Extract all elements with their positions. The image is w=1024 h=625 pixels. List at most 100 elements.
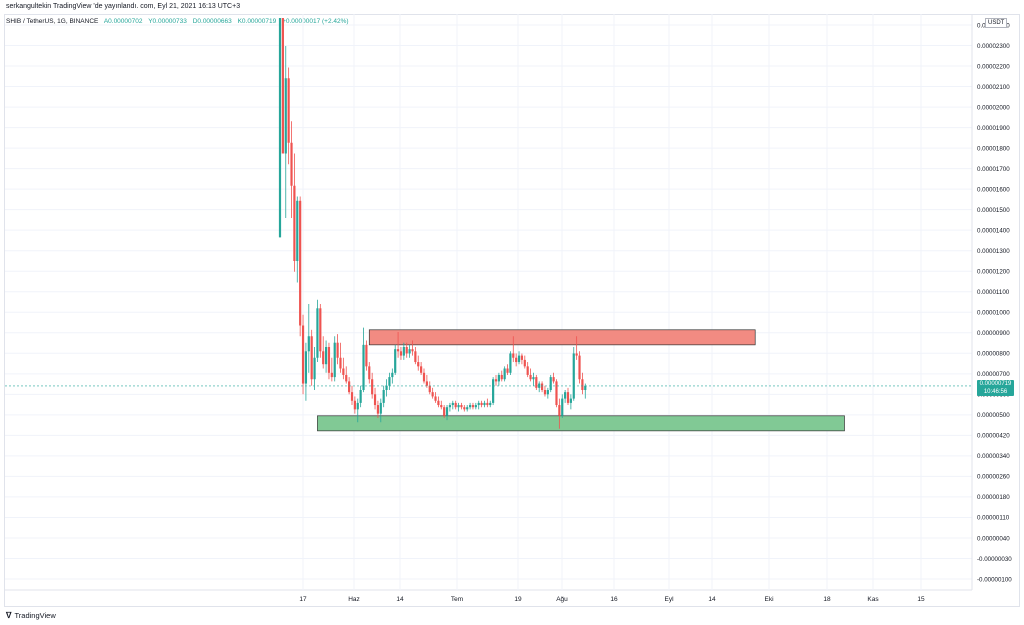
tradingview-logo[interactable]: ᐁ TradingView [6, 611, 56, 620]
candle [324, 340, 328, 373]
candle [293, 153, 296, 272]
close-value: K0.00000719 [237, 18, 277, 25]
candle [304, 342, 308, 401]
currency-label[interactable]: USDT [985, 18, 1008, 28]
candle-body [394, 349, 397, 373]
candle-body [304, 351, 308, 384]
chart-legend: SHIB / TetherUS, 1G, BINANCE A0.00000702… [6, 18, 353, 25]
candle [515, 353, 518, 367]
countdown-value: 10:46:56 [983, 389, 1008, 395]
candle-body [474, 405, 477, 408]
candle-body [411, 349, 414, 352]
candle-body [348, 381, 351, 393]
candle-body [408, 349, 411, 354]
candle [414, 347, 417, 365]
candle-body [307, 336, 310, 352]
time-tick-label: Eki [764, 596, 773, 603]
candle [520, 353, 524, 365]
price-tick-label: 0.00000180 [977, 494, 1010, 501]
time-tick-label: Kas [867, 596, 879, 603]
candle [486, 398, 489, 408]
candle [468, 402, 472, 410]
resistance-zone[interactable] [368, 329, 756, 346]
candle [463, 405, 466, 412]
candle-body [437, 400, 440, 406]
price-tick-label: 0.00000420 [977, 433, 1010, 440]
candle [483, 400, 486, 408]
support-zone[interactable] [317, 415, 845, 432]
grid-lines [5, 14, 972, 591]
price-axis[interactable]: 0.000024300.000023000.000022000.00002100… [971, 14, 1012, 590]
candle [345, 366, 348, 384]
candle [327, 342, 331, 380]
candle-body [440, 405, 443, 408]
candle-body [399, 351, 403, 356]
candle-body [353, 400, 356, 410]
candle-body [385, 385, 388, 390]
candle [561, 394, 564, 418]
candle [431, 387, 434, 399]
candle-body [376, 405, 380, 414]
candle-body [575, 353, 578, 356]
candle [316, 299, 319, 363]
candle [359, 385, 362, 408]
candle [385, 379, 388, 397]
candle [474, 402, 477, 410]
candle [451, 400, 454, 410]
price-tick-label: 0.00002000 [977, 104, 1010, 111]
candle [376, 400, 380, 418]
candle-body [327, 347, 331, 373]
zones[interactable] [317, 329, 845, 432]
candle [566, 387, 570, 406]
chart-frame [4, 14, 1020, 607]
candle [313, 347, 316, 390]
candle [454, 400, 457, 410]
candle [284, 46, 287, 218]
candle-body [388, 377, 391, 386]
candle-body [492, 379, 495, 403]
candle-body [310, 336, 313, 380]
candle-body [379, 402, 382, 414]
candle [434, 392, 437, 403]
candle [538, 381, 541, 393]
candle [477, 400, 480, 410]
candle-body [463, 407, 466, 410]
symbol-label[interactable]: SHIB / TetherUS, 1G, BINANCE [6, 18, 99, 25]
candle-body [420, 366, 423, 373]
candle [368, 362, 371, 384]
candle-body [322, 351, 325, 365]
candle [301, 314, 305, 395]
candle-body [350, 392, 354, 401]
price-tick-label: 0.00000040 [977, 535, 1010, 542]
candle-body [434, 396, 437, 401]
candle [322, 336, 325, 369]
candle [526, 362, 529, 378]
candle [420, 362, 423, 375]
time-tick-label: Tem [451, 596, 463, 603]
time-tick-label: 18 [823, 596, 831, 603]
time-tick-label: Eyl [664, 596, 674, 603]
candle-body [457, 405, 460, 408]
candle-body [523, 359, 526, 367]
candle [437, 396, 440, 408]
candle [512, 336, 515, 363]
candle [460, 402, 463, 410]
candle-body [564, 392, 567, 399]
publisher-text: serkangultekin TradingView 'de yayınland… [6, 3, 241, 10]
price-tick-label: 0.00000110 [977, 515, 1010, 522]
candle [356, 398, 359, 423]
candle [299, 196, 302, 337]
candle-body [451, 402, 454, 406]
price-tick-label: -0.00000030 [977, 556, 1012, 563]
price-tick-label: 0.00001000 [977, 310, 1010, 317]
candle-body [402, 347, 405, 356]
candle-body [396, 349, 400, 352]
candle-body [324, 347, 328, 365]
candle [307, 304, 310, 373]
candle-body [489, 402, 492, 406]
publisher-bar: serkangultekin TradingView 'de yayınland… [0, 0, 1024, 14]
time-axis[interactable]: 17 Haz 14 Tem 19 Ağu 16 Eyl 14 Eki 18 Kas 15 [299, 596, 925, 603]
candle-body [443, 407, 446, 416]
candle-body [477, 402, 480, 406]
